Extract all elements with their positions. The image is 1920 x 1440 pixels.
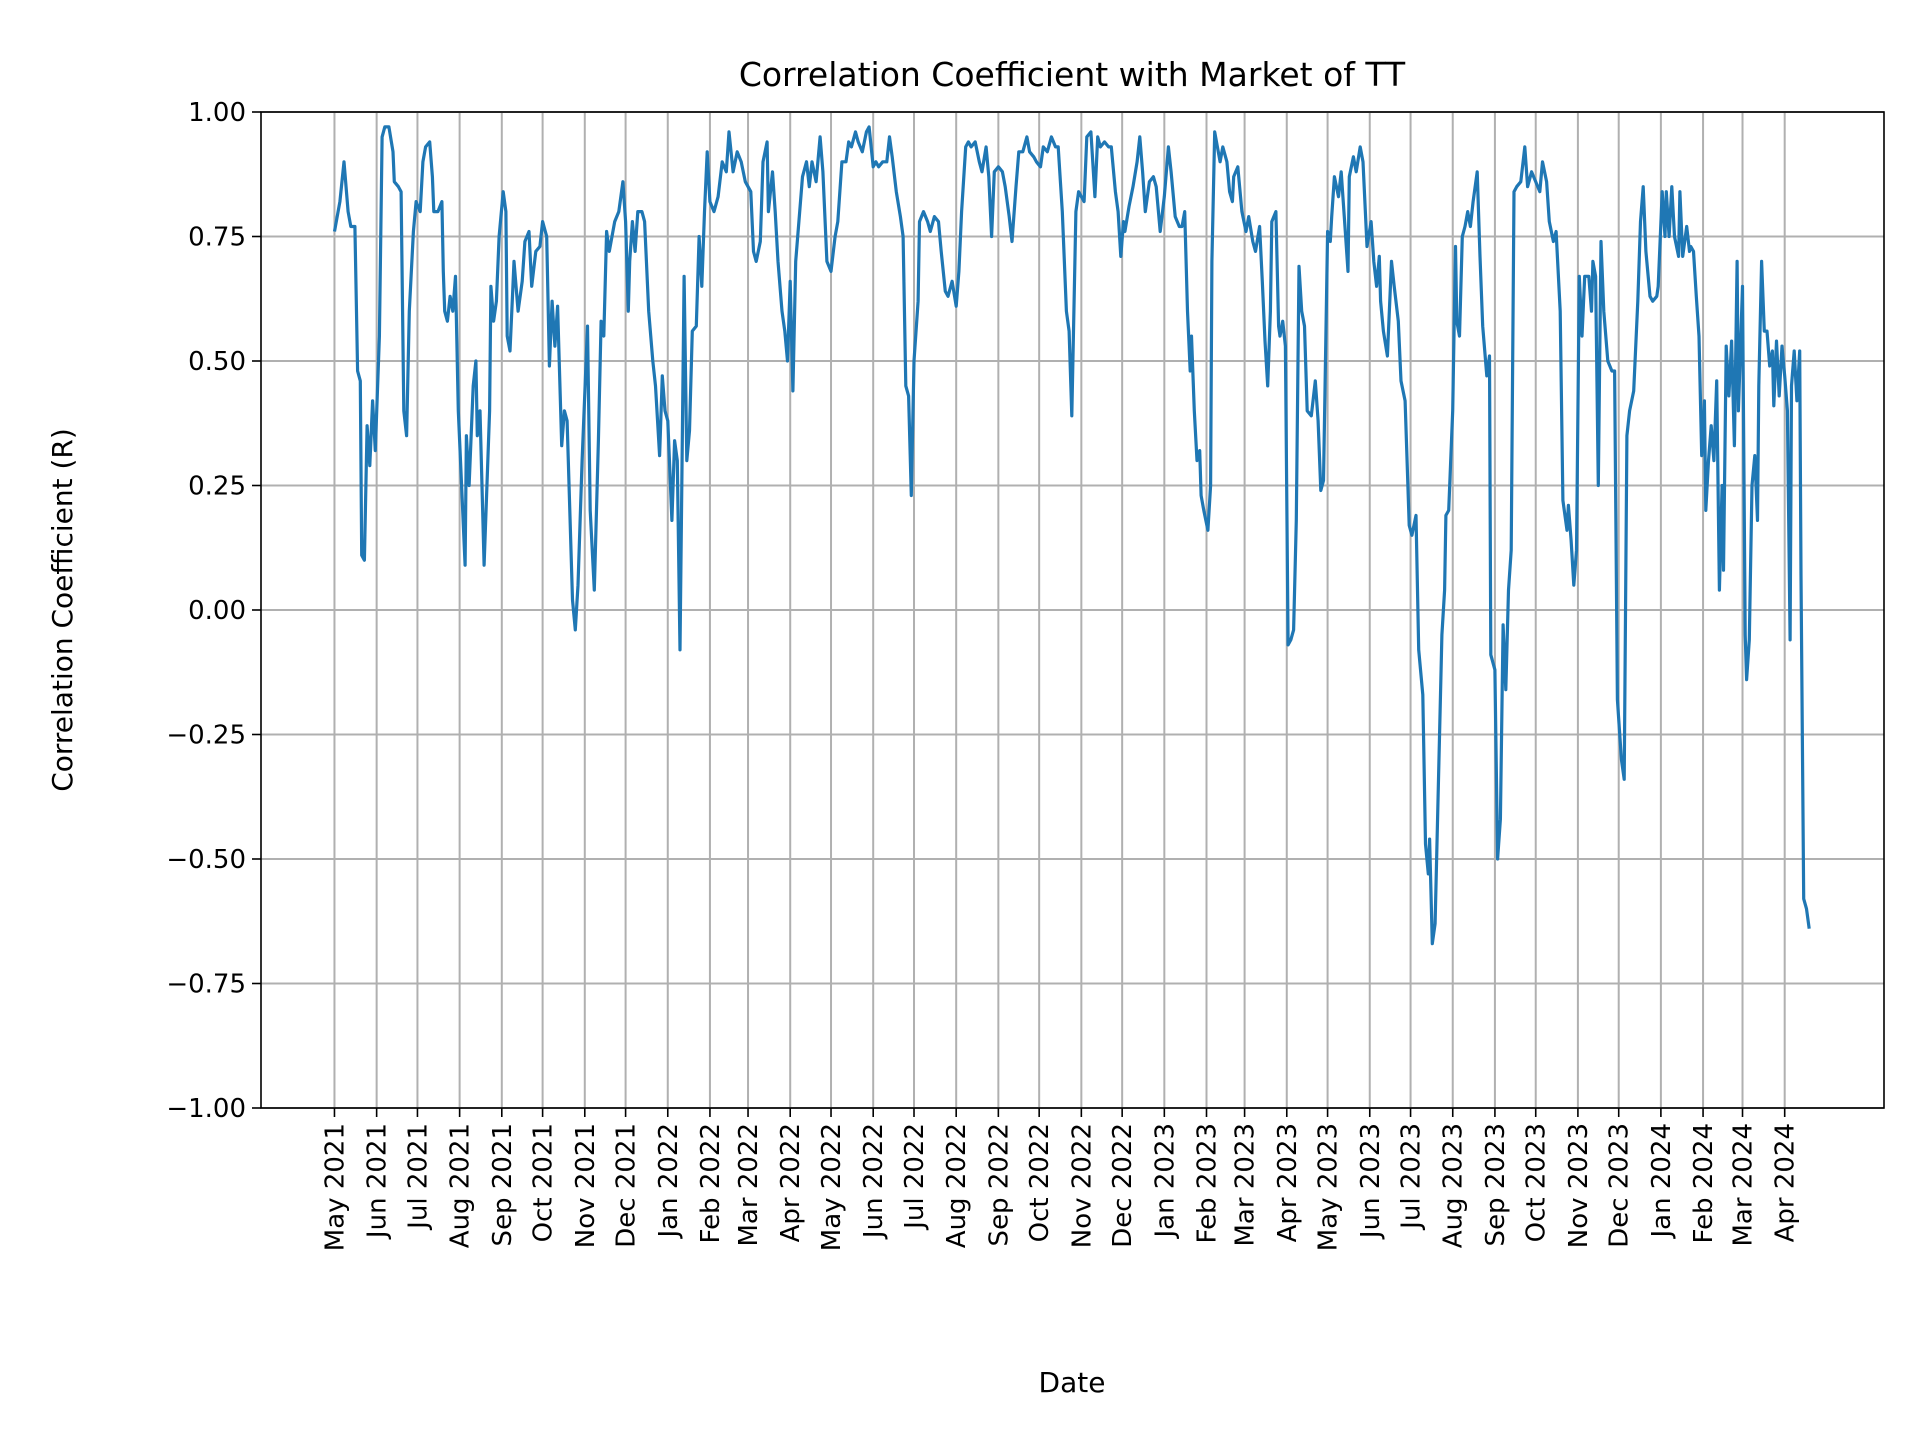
x-tick-label: May 2021 (320, 1123, 350, 1251)
y-tick-label: 0.00 (188, 596, 246, 626)
x-tick-label: Apr 2022 (776, 1123, 806, 1242)
y-tick-label: −0.50 (166, 845, 246, 875)
x-axis: May 2021 Jun 2021 Jul 2021 Aug 2021 Sep 2021… (320, 1108, 1801, 1251)
x-tick-label: Jan 2022 (654, 1123, 684, 1240)
x-tick-label: Nov 2023 (1564, 1123, 1594, 1248)
y-tick-label: −0.75 (166, 970, 246, 1000)
x-tick-label: Feb 2022 (696, 1123, 726, 1243)
y-tick-label: −0.25 (166, 721, 246, 751)
x-tick-label: Dec 2022 (1108, 1123, 1138, 1248)
y-tick-label: 1.00 (188, 98, 246, 128)
x-tick-label: Jul 2023 (1397, 1123, 1427, 1231)
x-tick-label: Dec 2023 (1605, 1123, 1635, 1248)
x-tick-label: Dec 2021 (612, 1123, 642, 1248)
x-tick-label: Aug 2021 (446, 1123, 476, 1248)
y-tick-label: 0.75 (188, 223, 246, 253)
x-tick-label: Apr 2023 (1273, 1123, 1303, 1242)
x-tick-label: Aug 2023 (1439, 1123, 1469, 1248)
x-tick-label: Jul 2022 (900, 1123, 930, 1231)
x-tick-label: Mar 2023 (1231, 1123, 1261, 1247)
x-tick-label: May 2023 (1314, 1123, 1344, 1251)
x-tick-label: Sep 2021 (488, 1123, 518, 1246)
x-tick-label: Jun 2022 (859, 1123, 889, 1240)
x-tick-label: Oct 2022 (1025, 1123, 1055, 1242)
y-tick-label: 0.25 (188, 472, 246, 502)
x-axis-label: Date (1039, 1366, 1106, 1399)
x-tick-label: Jun 2023 (1356, 1123, 1386, 1240)
data-series (332, 125, 1811, 946)
x-tick-label: Apr 2024 (1771, 1123, 1801, 1242)
x-tick-label: Feb 2024 (1689, 1123, 1719, 1243)
x-tick-label: Mar 2022 (734, 1123, 764, 1247)
chart-title: Correlation Coefficient with Market of T… (739, 55, 1406, 94)
x-tick-label: Jul 2021 (403, 1123, 433, 1231)
y-tick-label: 0.50 (188, 347, 246, 377)
x-tick-label: Oct 2023 (1522, 1123, 1552, 1242)
x-tick-label: Sep 2022 (984, 1123, 1014, 1246)
x-tick-label: May 2022 (817, 1123, 847, 1251)
y-tick-label: −1.00 (166, 1094, 246, 1124)
x-tick-label: Feb 2023 (1193, 1123, 1223, 1243)
x-tick-label: Jan 2024 (1647, 1123, 1677, 1240)
x-tick-label: Jan 2023 (1150, 1123, 1180, 1240)
x-tick-label: Jun 2021 (363, 1123, 393, 1240)
x-tick-label: Aug 2022 (942, 1123, 972, 1248)
x-tick-label: Nov 2021 (571, 1123, 601, 1248)
x-tick-label: Nov 2022 (1067, 1123, 1097, 1248)
x-tick-label: Sep 2023 (1481, 1123, 1511, 1246)
x-tick-label: Oct 2021 (529, 1123, 559, 1242)
y-axis: −1.00 −0.75 −0.50 −0.25 0.00 0.25 0.50 0.75 1.00 (166, 98, 261, 1124)
x-tick-label: Mar 2024 (1729, 1123, 1759, 1247)
y-axis-label: Correlation Coefficient (R) (46, 428, 79, 792)
